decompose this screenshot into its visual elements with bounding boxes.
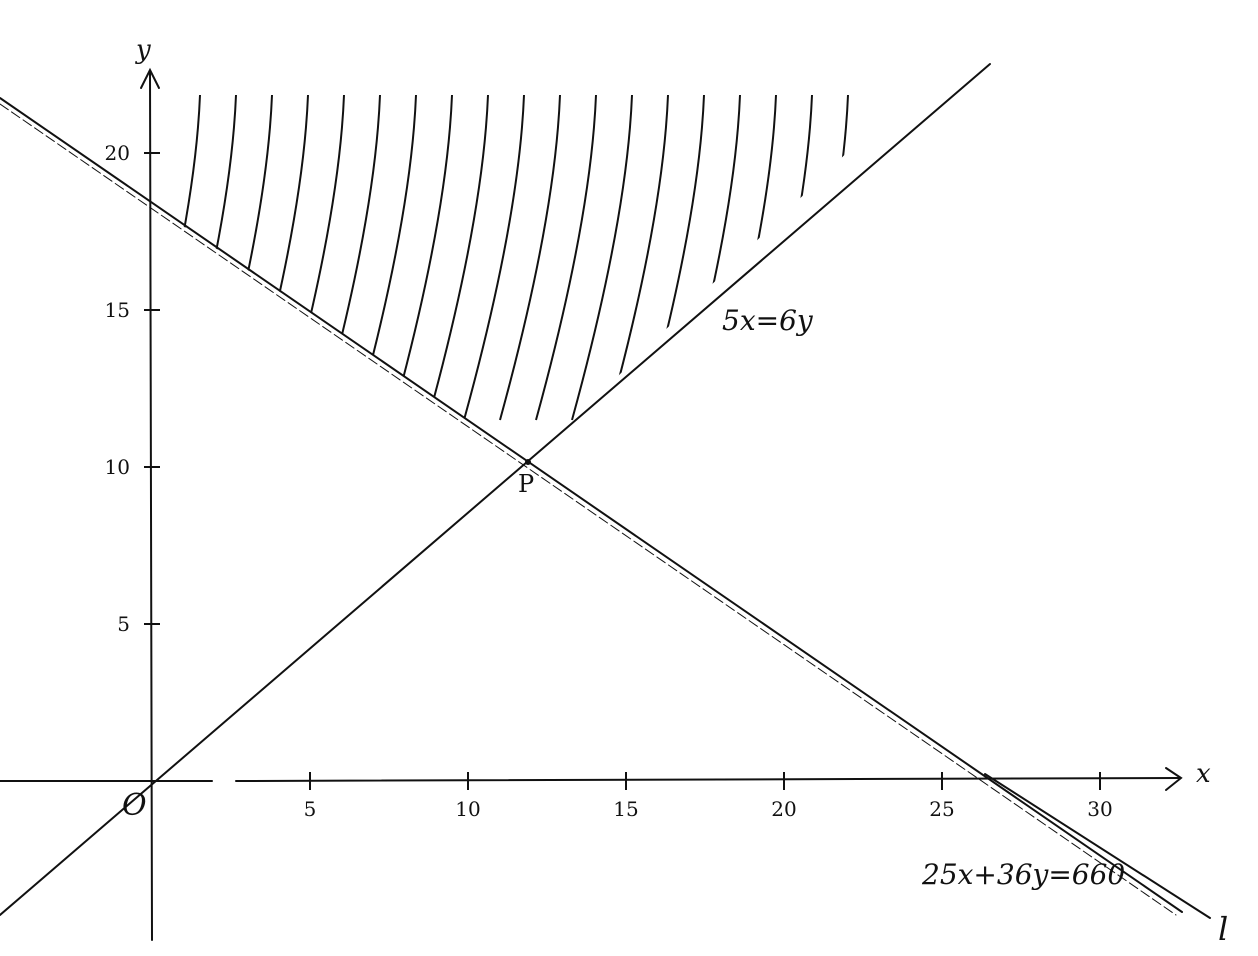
x-tick-label: 5 [304, 797, 317, 821]
x-tick-label: 30 [1087, 797, 1112, 821]
hatch-stroke [175, 94, 237, 421]
y-axis [140, 67, 160, 941]
proportion-line-label: 5x=6y [722, 304, 814, 337]
hatch-stroke [283, 94, 345, 421]
shaded-region [152, 94, 1028, 421]
hatch-stroke [643, 94, 705, 421]
y-tick-label: 20 [105, 141, 130, 165]
hatch-stroke [571, 94, 633, 421]
hatch-stroke [499, 94, 561, 421]
objective-line [984, 773, 1211, 919]
boundary-line [0, 97, 1183, 916]
x-tick-label: 10 [455, 797, 480, 821]
x-tick-label: 20 [771, 797, 796, 821]
hatch-stroke [463, 94, 525, 421]
objective-line-label: l [1218, 910, 1228, 948]
x-axis [0, 767, 1183, 791]
y-ticks: 5 10 15 20 [105, 141, 160, 636]
hatch-stroke [319, 94, 381, 421]
point-p-marker [525, 459, 531, 465]
hatch-stroke [535, 94, 597, 421]
hatch-stroke [932, 95, 992, 420]
hatch-stroke [787, 94, 849, 421]
y-tick-label: 5 [117, 612, 130, 636]
y-axis-arrow-icon [140, 67, 160, 89]
hatch-stroke [859, 94, 870, 421]
hatch-stroke [607, 94, 669, 421]
hatch-stroke [751, 94, 813, 421]
hatch-stroke [679, 94, 741, 421]
point-p-label: P [518, 470, 534, 498]
hatch-stroke [427, 94, 489, 421]
hatch-stroke [211, 94, 273, 421]
x-axis-label: x [1196, 759, 1211, 789]
hatch-stroke [823, 94, 870, 421]
hatch-stroke [355, 94, 417, 421]
y-tick-label: 15 [105, 298, 130, 322]
hatch-stroke [152, 94, 201, 421]
origin-label: O [122, 788, 147, 823]
x-ticks: 5 10 15 20 25 30 [304, 772, 1113, 821]
boundary-line-label: 25x+36y=660 [921, 858, 1125, 891]
y-axis-label: y [135, 35, 151, 65]
x-tick-label: 25 [929, 797, 954, 821]
x-axis-arrow-icon [1165, 767, 1183, 791]
y-tick-label: 10 [105, 455, 130, 479]
hatch-stroke [247, 94, 309, 421]
proportion-line [0, 63, 991, 916]
hatch-stroke [391, 94, 453, 421]
hatch-stroke [968, 95, 1028, 420]
hatch-stroke [896, 95, 956, 420]
hatch-stroke [715, 94, 777, 421]
x-tick-label: 15 [613, 797, 638, 821]
